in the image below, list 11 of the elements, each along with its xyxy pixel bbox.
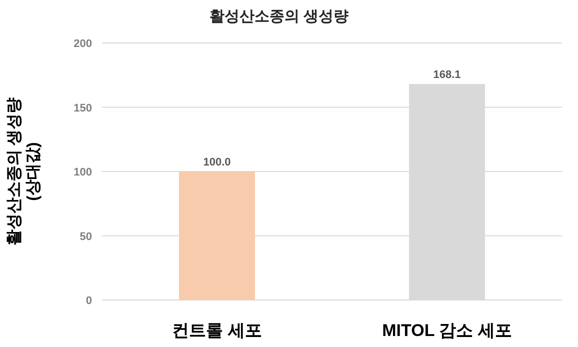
y-axis-title: 활성산소종의 생성량 (상대값) (6, 97, 42, 246)
y-tick-label: 200 (74, 38, 92, 50)
y-tick-label: 50 (80, 230, 92, 243)
x-tick-label: 컨트롤 세포 (172, 321, 262, 340)
data-label: 168.1 (433, 68, 461, 81)
chart-title: 활성산소종의 생성량 (209, 8, 349, 25)
y-tick-label: 150 (74, 102, 92, 114)
data-label: 100.0 (203, 156, 231, 168)
y-tick-label: 0 (86, 295, 92, 307)
x-tick-label: MITOL 감소 세포 (382, 321, 512, 340)
y-tick-label: 100 (74, 166, 92, 178)
